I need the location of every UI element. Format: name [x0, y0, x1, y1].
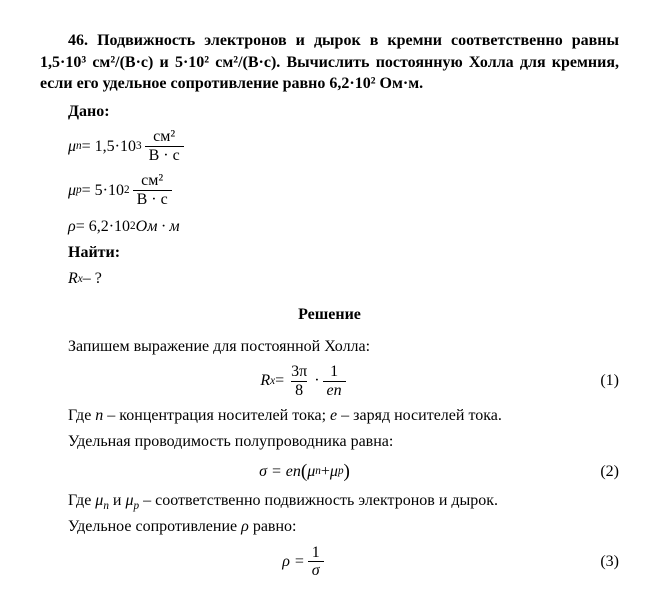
- eq2-paren-r: ): [344, 459, 350, 485]
- mu-p-value: = 5·10: [82, 180, 124, 202]
- eq1-frac-2: 1 en: [323, 363, 346, 399]
- l4-and: и: [109, 492, 126, 509]
- l2-c: – заряд носителей тока.: [337, 407, 502, 424]
- solution-line-4: Где μn и μp – соответственно подвижность…: [40, 490, 619, 512]
- mu-p-symbol: μ: [68, 180, 76, 202]
- eq2-lhs: σ = en: [259, 461, 301, 483]
- l4-mup-sym: μ: [125, 492, 133, 509]
- mu-p-unit-den: В · с: [133, 190, 172, 209]
- given-mu-p: μp = 5·102 см² В · с: [68, 170, 619, 210]
- eq1-frac2-den: en: [323, 381, 346, 400]
- mu-n-unit-num: см²: [149, 128, 179, 146]
- problem-number: 46.: [68, 32, 88, 49]
- given-block: Дано: μn = 1,5·103 см² В · с μp = 5·102 …: [68, 101, 619, 290]
- rho-value: = 6,2·10: [76, 216, 130, 238]
- find-suffix: – ?: [83, 268, 102, 290]
- eq1-equals: =: [275, 370, 284, 392]
- eq3-den: σ: [308, 561, 324, 580]
- l4-b: – соответственно подвижность электронов …: [139, 492, 498, 509]
- equation-3-body: ρ = 1 σ: [40, 544, 569, 580]
- solution-line-1: Запишем выражение для постоянной Холла:: [40, 336, 619, 358]
- solution-line-3: Удельная проводимость полупроводника рав…: [40, 431, 619, 453]
- eq2-mun-sym: μ: [307, 461, 315, 483]
- rho-unit: Ом · м: [136, 216, 180, 238]
- eq1-lhs-sym: R: [260, 370, 270, 392]
- given-label: Дано:: [68, 101, 619, 123]
- mu-p-unit-num: см²: [137, 172, 167, 190]
- given-rho: ρ = 6,2·102 Ом · м: [68, 214, 619, 238]
- eq3-lhs: ρ =: [282, 551, 304, 573]
- equation-2-number: (2): [569, 461, 619, 483]
- eq1-dot: ·: [314, 370, 319, 392]
- eq1-frac1-num-text: 3π: [291, 363, 307, 380]
- find-target: Rx – ?: [68, 268, 619, 290]
- mu-p-unit-frac: см² В · с: [133, 172, 172, 208]
- eq1-frac2-num: 1: [326, 363, 342, 381]
- equation-1-number: (1): [569, 370, 619, 392]
- solution-line-2: Где n – концентрация носителей тока; e –…: [40, 405, 619, 427]
- mu-n-value: = 1,5·10: [82, 136, 136, 158]
- find-label: Найти:: [68, 242, 619, 264]
- equation-2: σ = en(μn + μp) (2): [40, 459, 619, 485]
- rho-symbol: ρ: [68, 216, 76, 238]
- equation-2-body: σ = en(μn + μp): [40, 459, 569, 485]
- equation-3: ρ = 1 σ (3): [40, 544, 619, 580]
- eq1-frac-1: 3π 8: [287, 363, 311, 399]
- eq1-frac1-num: 3π: [287, 363, 311, 381]
- equation-3-number: (3): [569, 551, 619, 573]
- eq3-frac: 1 σ: [308, 544, 324, 580]
- eq3-num: 1: [308, 544, 324, 562]
- problem-text: Подвижность электронов и дырок в кремни …: [40, 32, 619, 92]
- mu-n-symbol: μ: [68, 136, 76, 158]
- equation-1: Rx = 3π 8 · 1 en (1): [40, 363, 619, 399]
- given-mu-n: μn = 1,5·103 см² В · с: [68, 126, 619, 166]
- eq2-plus: +: [321, 461, 330, 483]
- find-symbol: R: [68, 268, 78, 290]
- eq1-frac1-den: 8: [291, 381, 307, 400]
- l4-a: Где: [68, 492, 95, 509]
- problem-statement: 46. Подвижность электронов и дырок в кре…: [40, 30, 619, 95]
- mu-n-unit-den: В · с: [145, 146, 184, 165]
- l2-b: – концентрация носителей тока;: [103, 407, 330, 424]
- equation-1-body: Rx = 3π 8 · 1 en: [40, 363, 569, 399]
- solution-heading: Решение: [40, 304, 619, 326]
- eq2-mup-sym: μ: [330, 461, 338, 483]
- l2-a: Где: [68, 407, 95, 424]
- mu-n-unit-frac: см² В · с: [145, 128, 184, 164]
